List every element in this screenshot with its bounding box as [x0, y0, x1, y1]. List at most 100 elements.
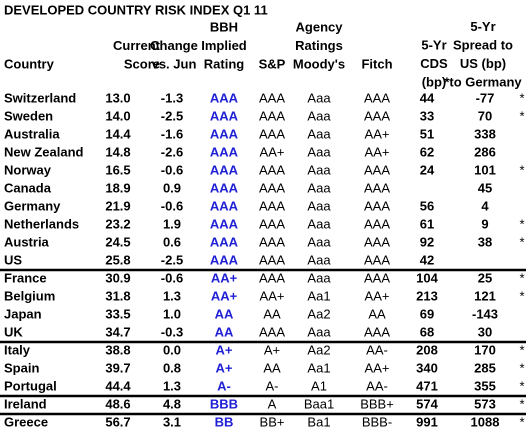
- country-name: Spain: [4, 360, 39, 375]
- table-cell: AAA: [364, 90, 390, 105]
- country-name: UK: [4, 324, 23, 339]
- table-cell: *: [519, 414, 524, 429]
- table-cell: 48.6: [105, 396, 130, 411]
- table-cell: *: [519, 360, 524, 375]
- table-cell: -2.5: [161, 108, 183, 123]
- table-cell: *: [519, 90, 524, 105]
- table-cell: AAA: [259, 324, 285, 339]
- table-cell: Aaa: [307, 198, 331, 213]
- table-cell: 4.8: [163, 396, 181, 411]
- table-cell: AAA: [259, 270, 285, 285]
- table-cell: *: [519, 216, 524, 231]
- table-cell: 471: [416, 378, 438, 393]
- country-name: Italy: [4, 342, 31, 357]
- table-cell: AAA: [210, 216, 239, 231]
- table-cell: 56.7: [105, 414, 130, 429]
- table-cell: AAA: [259, 198, 285, 213]
- table-cell: 51: [420, 126, 434, 141]
- table-cell: 25.8: [105, 252, 130, 267]
- table-cell: Aaa: [307, 108, 331, 123]
- table-cell: *: [519, 396, 524, 411]
- table-cell: AAA: [259, 234, 285, 249]
- table-cell: AAA: [259, 216, 285, 231]
- table-cell: 30.9: [105, 270, 130, 285]
- table-cell: AA+: [365, 126, 390, 141]
- column-header: (bp): [422, 74, 447, 89]
- column-header: S&P: [259, 56, 286, 71]
- span-header: Agency: [296, 19, 344, 34]
- table-cell: AA-: [366, 342, 388, 357]
- table-cell: BB+: [260, 414, 285, 429]
- table-cell: 23.2: [105, 216, 130, 231]
- table-cell: *: [519, 234, 524, 249]
- table-cell: Aaa: [307, 144, 331, 159]
- column-header: *to Germany: [444, 74, 522, 89]
- column-header: 5-Yr: [421, 37, 446, 52]
- table-cell: AAA: [259, 180, 285, 195]
- table-cell: AA+: [260, 144, 285, 159]
- table-cell: 70: [478, 108, 492, 123]
- table-cell: AAA: [364, 216, 390, 231]
- column-header: US (bp): [460, 56, 506, 71]
- column-header: Country: [4, 56, 55, 71]
- table-cell: AA+: [260, 288, 285, 303]
- table-cell: 338: [474, 126, 496, 141]
- table-cell: 42: [420, 252, 434, 267]
- table-cell: 1.3: [163, 288, 181, 303]
- table-cell: Aaa: [307, 252, 331, 267]
- table-cell: Aaa: [307, 270, 331, 285]
- table-cell: 18.9: [105, 180, 130, 195]
- table-cell: Aa1: [307, 360, 330, 375]
- table-cell: -2.5: [161, 252, 183, 267]
- table-cell: 62: [420, 144, 434, 159]
- table-cell: Aa2: [307, 306, 330, 321]
- table-cell: AAA: [210, 162, 239, 177]
- table-cell: AA+: [365, 360, 390, 375]
- table-cell: 101: [474, 162, 496, 177]
- table-cell: 44.4: [105, 378, 131, 393]
- table-cell: 573: [474, 396, 496, 411]
- country-name: Norway: [4, 162, 52, 177]
- table-cell: 31.8: [105, 288, 130, 303]
- table-cell: 121: [474, 288, 496, 303]
- column-header: Fitch: [361, 56, 392, 71]
- country-name: Austria: [4, 234, 50, 249]
- table-cell: AA+: [211, 270, 238, 285]
- country-name: Canada: [4, 180, 52, 195]
- country-name: Switzerland: [4, 90, 76, 105]
- country-name: Japan: [4, 306, 42, 321]
- table-cell: AA-: [366, 378, 388, 393]
- table-cell: *: [519, 270, 524, 285]
- column-header: vs. Jun: [152, 56, 197, 71]
- column-header: Current: [113, 38, 161, 53]
- table-cell: Aaa: [307, 126, 331, 141]
- table-cell: -0.6: [161, 162, 183, 177]
- table-cell: -1.3: [161, 90, 183, 105]
- table-cell: 574: [416, 396, 438, 411]
- table-cell: AAA: [259, 162, 285, 177]
- table-cell: 0.6: [163, 234, 181, 249]
- table-cell: AA: [263, 360, 281, 375]
- table-cell: 170: [474, 342, 496, 357]
- table-cell: AAA: [364, 270, 390, 285]
- table-cell: AA+: [211, 288, 238, 303]
- table-cell: AA: [368, 306, 386, 321]
- table-cell: BBB+: [360, 396, 394, 411]
- table-cell: 3.1: [163, 414, 181, 429]
- country-name: US: [4, 252, 22, 267]
- table-cell: 1.3: [163, 378, 181, 393]
- table-cell: 0.0: [163, 342, 181, 357]
- table-cell: 92: [420, 234, 434, 249]
- table-cell: AAA: [210, 126, 239, 141]
- table-cell: Aaa: [307, 234, 331, 249]
- table-cell: 34.7: [105, 324, 130, 339]
- table-cell: 30: [478, 324, 492, 339]
- table-cell: AAA: [364, 162, 390, 177]
- table-cell: 38: [478, 234, 492, 249]
- table-cell: 14.8: [105, 144, 130, 159]
- table-cell: 61: [420, 216, 434, 231]
- table-cell: A-: [217, 378, 231, 393]
- table-cell: Aaa: [307, 216, 331, 231]
- table-cell: -143: [472, 306, 498, 321]
- table-cell: 38.8: [105, 342, 130, 357]
